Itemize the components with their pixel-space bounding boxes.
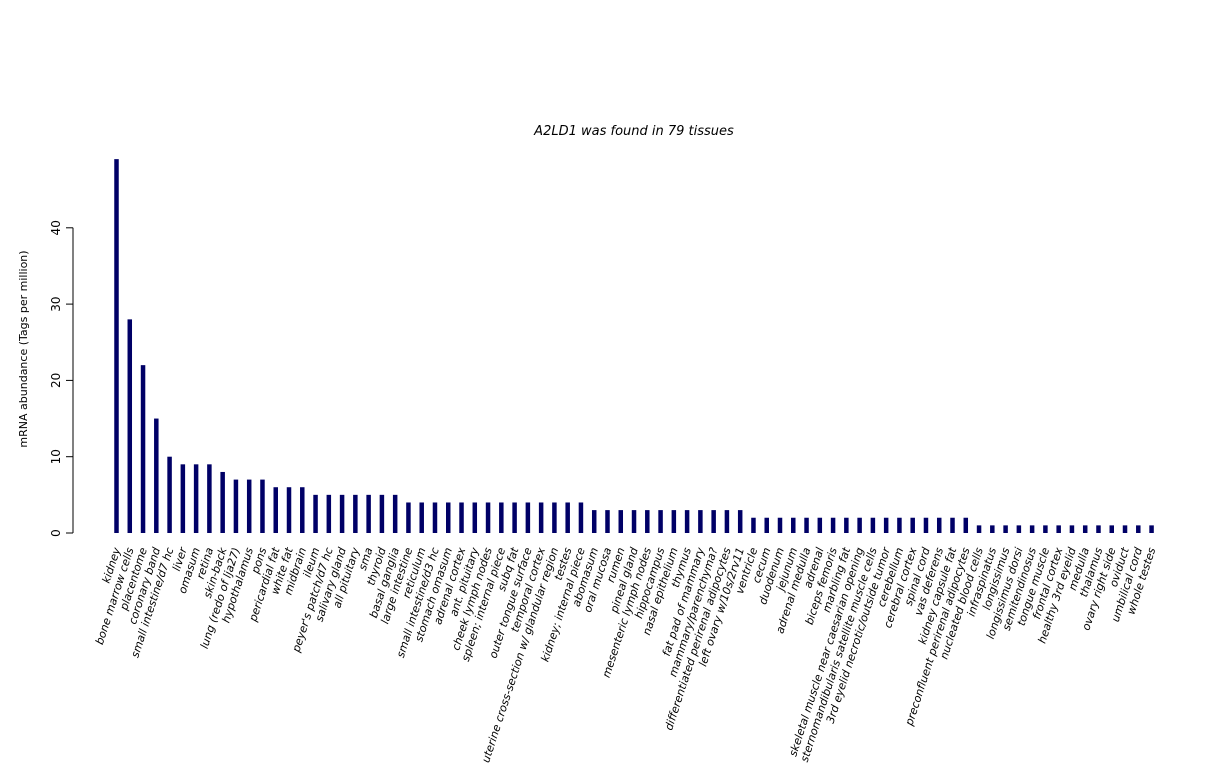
y-axis: 0 10 20 30 40	[49, 220, 74, 537]
bar	[724, 510, 730, 533]
bar	[472, 502, 478, 533]
bar	[1069, 525, 1075, 533]
bar	[963, 517, 969, 533]
bar	[684, 510, 690, 533]
bar	[923, 517, 929, 533]
bar	[180, 464, 186, 533]
chart-title: A2LD1 was found in 79 tissues	[533, 124, 734, 139]
bar	[313, 494, 318, 533]
bar	[392, 494, 398, 533]
y-tick-label: 10	[49, 449, 63, 464]
y-tick-label: 30	[49, 296, 63, 311]
bar	[817, 517, 823, 533]
bar	[883, 517, 889, 533]
bar	[459, 502, 464, 533]
bar	[1122, 525, 1128, 533]
bar	[910, 517, 915, 533]
bar	[605, 510, 610, 533]
bar	[1082, 525, 1088, 533]
bar	[167, 456, 172, 533]
bar	[1043, 525, 1048, 533]
bar	[246, 479, 252, 533]
bar	[645, 510, 650, 533]
bar	[326, 494, 332, 533]
bar	[671, 510, 677, 533]
bar	[1016, 525, 1022, 533]
bar	[791, 517, 796, 533]
bar	[114, 159, 119, 533]
y-axis-label: mRNA abundance (Tags per million)	[17, 250, 30, 447]
bar	[525, 502, 531, 533]
bar	[260, 479, 265, 533]
bar	[154, 418, 159, 533]
bar	[591, 510, 597, 533]
bar	[1029, 525, 1035, 533]
bar	[870, 517, 876, 533]
bar	[432, 502, 438, 533]
bar	[698, 510, 703, 533]
bar	[193, 464, 199, 533]
bar	[936, 517, 942, 533]
bar	[339, 494, 345, 533]
bar	[711, 510, 716, 533]
bar	[300, 487, 305, 533]
bars	[114, 159, 1154, 533]
bar	[764, 517, 769, 533]
bar	[990, 525, 995, 533]
bar	[552, 502, 557, 533]
bar	[804, 517, 809, 533]
bar	[1003, 525, 1008, 533]
bar	[286, 487, 292, 533]
bar	[485, 502, 491, 533]
bar	[127, 319, 133, 533]
bar	[1149, 525, 1154, 533]
bar	[950, 517, 955, 533]
bar	[207, 464, 212, 533]
bar	[379, 494, 385, 533]
bar	[406, 502, 411, 533]
bar	[658, 510, 663, 533]
bar	[353, 494, 358, 533]
bar	[631, 510, 637, 533]
bar	[751, 517, 756, 533]
bar	[512, 502, 517, 533]
bar	[366, 494, 371, 533]
bar	[565, 502, 570, 533]
bar	[273, 487, 278, 533]
bar	[857, 517, 862, 533]
bar	[737, 510, 743, 533]
bar	[499, 502, 504, 533]
bar	[419, 502, 424, 533]
bar	[618, 510, 624, 533]
bar	[844, 517, 849, 533]
bar	[538, 502, 544, 533]
bar	[1109, 525, 1114, 533]
bar	[233, 479, 239, 533]
bar	[1056, 525, 1061, 533]
bar	[1136, 525, 1141, 533]
bar	[220, 471, 225, 533]
y-tick-label: 20	[49, 373, 63, 388]
bar	[1096, 525, 1101, 533]
bar	[446, 502, 451, 533]
bar	[578, 502, 584, 533]
bar	[897, 517, 902, 533]
bar	[140, 365, 146, 533]
y-tick-label: 0	[49, 529, 63, 537]
bar	[777, 517, 783, 533]
y-tick-label: 40	[49, 220, 63, 235]
bar	[830, 517, 836, 533]
bar	[976, 525, 982, 533]
